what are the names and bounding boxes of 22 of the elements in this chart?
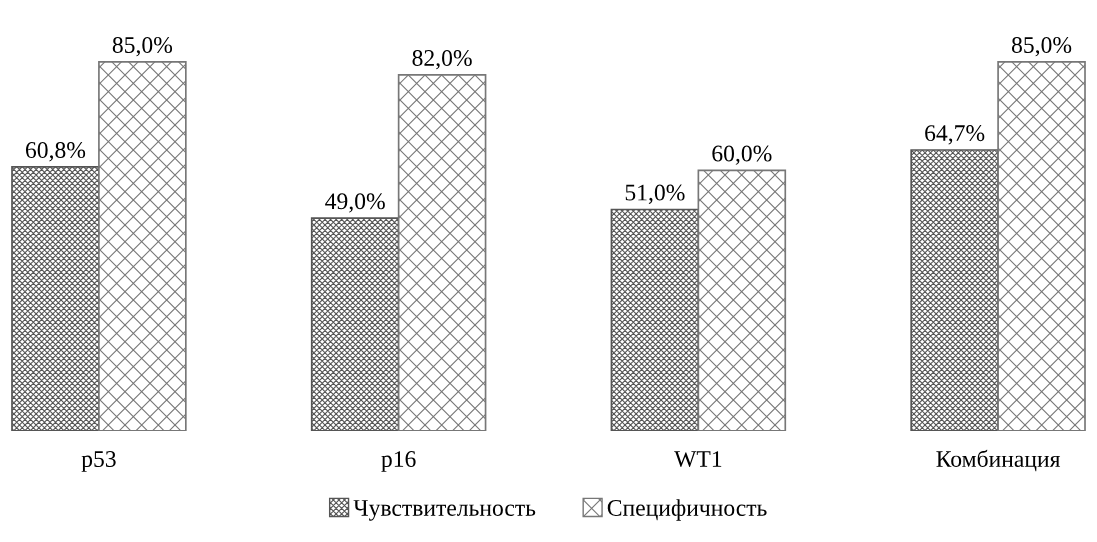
x-tick-label: Комбинация — [936, 449, 1061, 472]
x-tick-label: p53 — [81, 451, 116, 472]
bar — [610, 208, 700, 431]
bar — [697, 169, 787, 431]
data-label: 82,0% — [412, 50, 472, 70]
bar — [98, 61, 187, 431]
x-tick-label: p16 — [381, 451, 416, 472]
data-label: 51,0% — [625, 184, 685, 204]
data-label: 85,0% — [1011, 37, 1072, 57]
legend-label: Чувствительность — [353, 500, 536, 521]
bar — [910, 149, 999, 431]
bar — [997, 61, 1086, 431]
data-label: 60,0% — [712, 145, 772, 165]
x-tick-label: WT1 — [674, 451, 722, 468]
bar — [397, 74, 487, 431]
data-label: 85,0% — [112, 37, 173, 57]
legend-label: Специфичность — [607, 499, 767, 521]
data-label: 60,8% — [25, 142, 86, 162]
bar — [11, 166, 100, 431]
data-label: 64,7% — [925, 125, 985, 145]
data-label: 49,0% — [325, 193, 385, 213]
bar — [310, 217, 400, 431]
